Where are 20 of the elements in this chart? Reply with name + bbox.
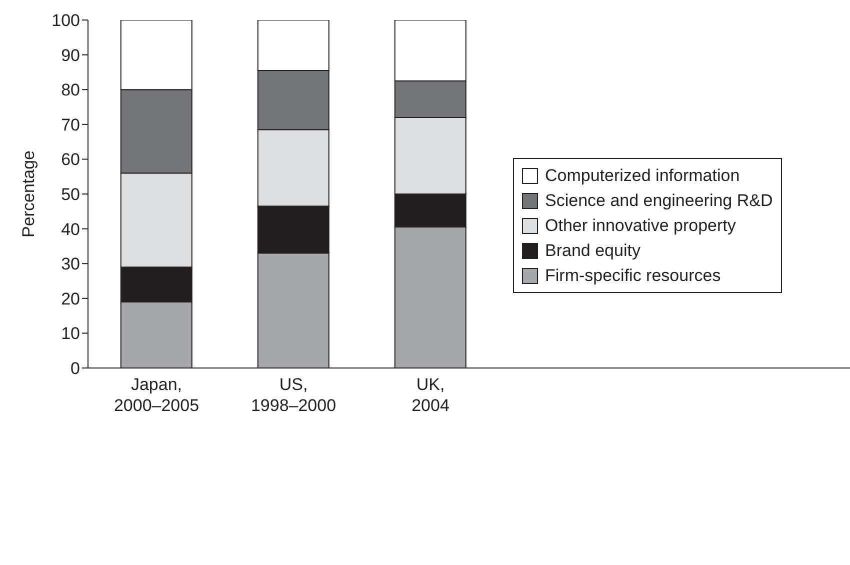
legend-label: Other innovative property xyxy=(545,216,736,236)
x-tick-label: US, 1998–2000 xyxy=(250,375,336,415)
y-tick-label: 20 xyxy=(61,289,80,308)
y-tick-label: 10 xyxy=(61,324,80,344)
legend-label: Brand equity xyxy=(545,240,640,260)
y-tick-label: 70 xyxy=(61,115,80,134)
legend-label: Science and engineering R&D xyxy=(545,190,773,210)
y-tick-label: 40 xyxy=(61,220,80,239)
y-tick-label: 80 xyxy=(61,80,80,100)
legend-label: Computerized information xyxy=(545,166,740,186)
x-tick-label: UK, 2004 xyxy=(412,375,450,415)
y-tick-label: 60 xyxy=(61,150,80,170)
y-tick-label: 30 xyxy=(61,254,80,274)
y-tick-label: 100 xyxy=(52,11,80,30)
y-tick-label: 0 xyxy=(70,359,80,378)
y-axis-title: Percentage xyxy=(19,150,38,238)
legend-label: Firm-specific resources xyxy=(545,266,721,286)
x-tick-label: Japan, 2000–2005 xyxy=(114,375,200,415)
y-tick-label: 90 xyxy=(61,46,80,65)
y-tick-label: 50 xyxy=(61,185,80,204)
